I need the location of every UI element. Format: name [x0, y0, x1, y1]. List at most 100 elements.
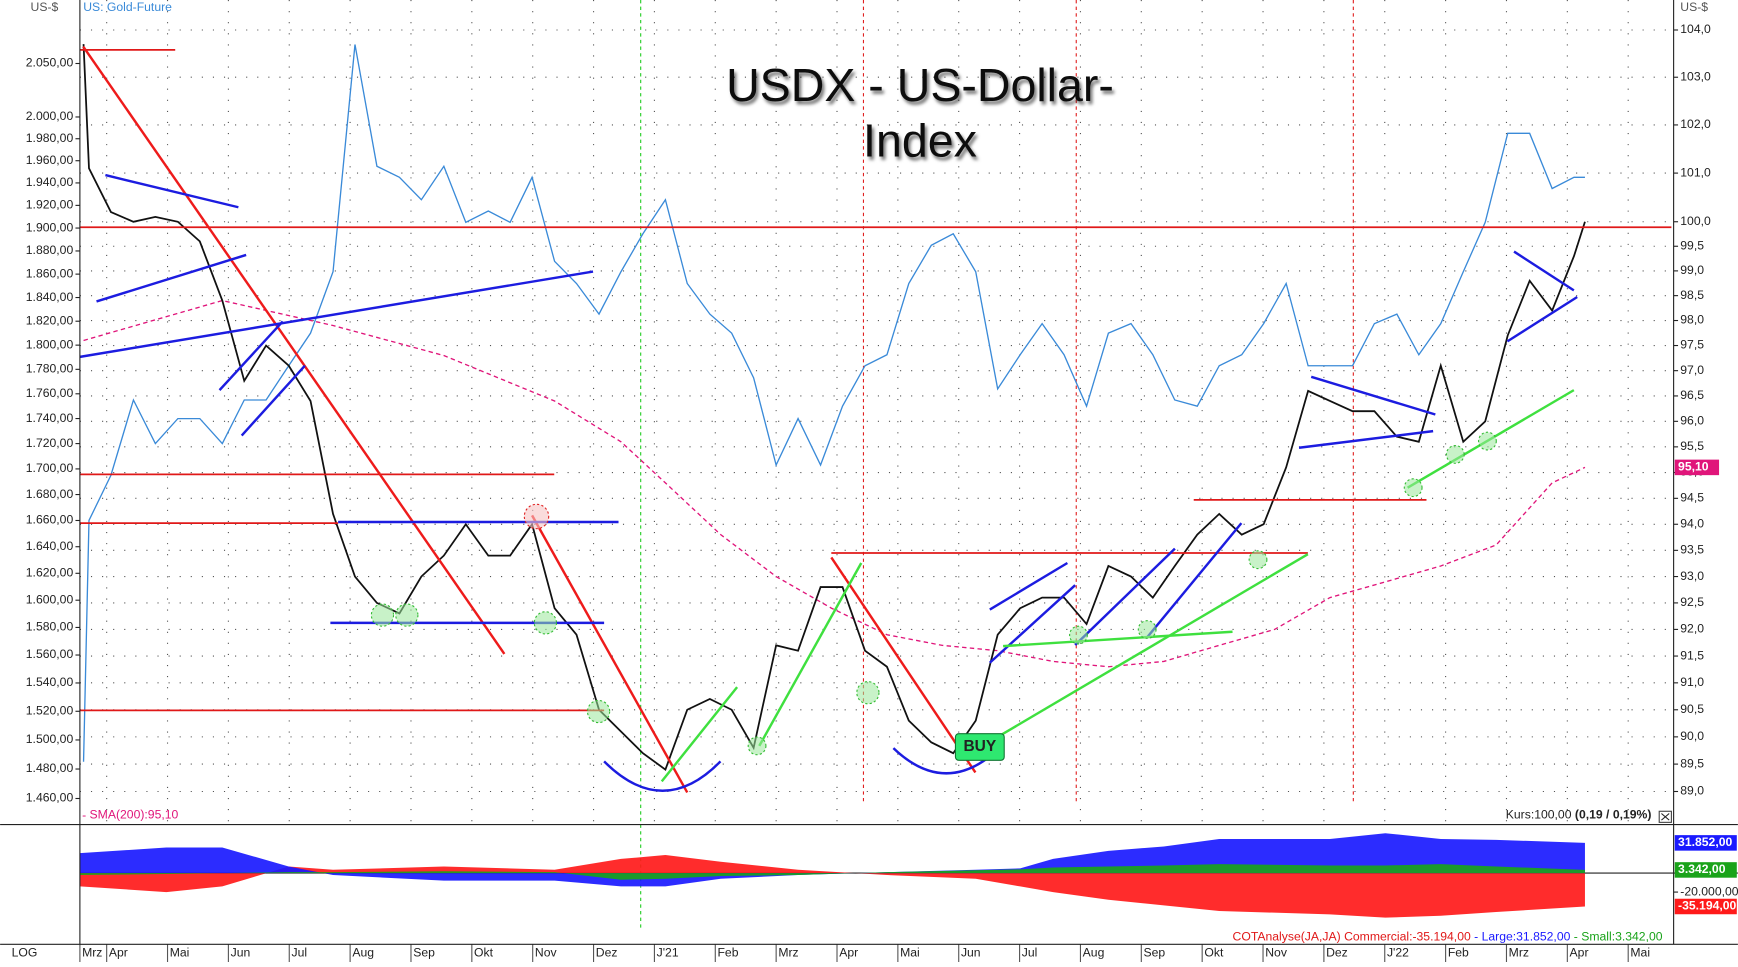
marker-circle: [370, 603, 395, 627]
y-tick-label: 1.460,00: [26, 791, 74, 805]
y-tick-label: 1.560,00: [26, 647, 74, 661]
y2-axis-label: US-$: [1680, 0, 1708, 14]
x-tick-label: Okt: [1204, 945, 1224, 959]
series-line: [82, 44, 1586, 772]
y-tick-label: 1.680,00: [26, 487, 74, 501]
last-value-box: [1674, 835, 1737, 851]
y-tick-label: 1.540,00: [26, 675, 74, 689]
y-tick-label: 2.050,00: [26, 56, 74, 70]
marker-circle: [586, 699, 611, 724]
y-tick-label: 1.800,00: [26, 337, 74, 351]
x-tick-label: Mai: [170, 945, 190, 959]
trend-line: [660, 686, 739, 783]
top-layer: 89,0 89,5 90,0 90,5 91,0 91,5 92,0 92,5 93,0 93,5…: [26, 22, 1738, 962]
y2-tick-label: 98,5: [1680, 288, 1704, 302]
y2-tick-label: 89,0: [1680, 784, 1704, 798]
marker-circle: [1069, 625, 1088, 645]
grid-layer: [79, 0, 1672, 823]
legend-entry: US: Gold-Future: [83, 0, 172, 14]
y-tick-label: 1.580,00: [26, 620, 74, 634]
marker-circle: [1248, 550, 1268, 570]
trend-line: [1298, 429, 1434, 449]
red-levels: [79, 48, 1672, 712]
y2-tick-label: 92,5: [1680, 595, 1704, 609]
x-tick-label: Dez: [1326, 945, 1348, 959]
trend-line: [82, 45, 506, 655]
trend-line: [1506, 295, 1578, 343]
x-tick-label: Nov: [1265, 945, 1288, 959]
x-tick-label: Okt: [474, 945, 494, 959]
x-tick-label: Aug: [1083, 945, 1105, 959]
x-tick-label: Mai: [900, 945, 920, 959]
cot-area: [79, 864, 1585, 880]
y-tick-label: 1.880,00: [26, 243, 74, 257]
last-value-label: 31.852,00: [1678, 835, 1732, 849]
trend-line: [240, 364, 306, 437]
cot-legend-text: Commercial:-35.194,00: [1344, 930, 1471, 944]
y2-tick-label: 92,0: [1680, 622, 1704, 636]
x-tick-label: Mrz: [82, 945, 102, 959]
y-tick-label: 1.940,00: [26, 175, 74, 189]
trend-line: [79, 270, 594, 359]
y-tick-label: 1.600,00: [26, 592, 74, 606]
marker-circle: [747, 736, 767, 756]
red-trendlines: [82, 45, 977, 794]
y-tick-label: 2.000,00: [26, 109, 74, 123]
legend-entry: - SMA(200):95,10: [82, 808, 178, 822]
marker-circle: [1478, 431, 1497, 451]
x-tick-label: Jul: [1022, 945, 1038, 959]
x-tick-label: Aug: [352, 945, 374, 959]
trend-line: [959, 553, 1309, 761]
y-tick-label: 1.840,00: [26, 290, 74, 304]
y2-tick-label: 95,5: [1680, 439, 1704, 453]
cot-legend-text: -: [1471, 930, 1482, 944]
y-tick-label: 1.720,00: [26, 436, 74, 450]
y-tick-label: 1.780,00: [26, 362, 74, 376]
y-tick-label: 1.920,00: [26, 198, 74, 212]
y-tick-label: 1.500,00: [26, 732, 74, 746]
x-tick-label: Jun: [961, 945, 981, 959]
y2-tick-label: -20.000,00: [1680, 884, 1738, 898]
marker-circle: [1445, 444, 1465, 464]
y2-tick-label: 89,5: [1680, 756, 1704, 770]
x-tick-label: Jun: [231, 945, 251, 959]
y2-tick-label: 104,0: [1680, 22, 1711, 36]
trend-line: [105, 173, 239, 209]
y2-tick-label: 100,0: [1680, 214, 1711, 228]
frames: [0, 0, 1738, 945]
marker-circle: [523, 503, 550, 530]
buy-box: [954, 733, 1005, 761]
y2-tick-label: 90,5: [1680, 702, 1704, 716]
trend-line: [988, 584, 1076, 664]
marker-circle: [533, 611, 558, 635]
cot-area: [79, 855, 1585, 918]
green-markers: [370, 431, 1497, 756]
y-tick-label: 1.980,00: [26, 131, 74, 145]
y2-tick-label: 93,5: [1680, 543, 1704, 557]
y-tick-label: 1.900,00: [26, 220, 74, 234]
x-tick-label: Dez: [596, 945, 618, 959]
y-tick-label: 1.860,00: [26, 266, 74, 280]
marker-circle: [856, 681, 880, 705]
x-tick-label: Feb: [1448, 945, 1469, 959]
y2-tick-label: 97,5: [1680, 338, 1704, 352]
series-layer: [79, 44, 1738, 918]
y2-tick-label: 96,0: [1680, 414, 1704, 428]
price-info: Kurs:100,00 (0,19 / 0,19%): [1506, 808, 1652, 822]
last-value-box: [1674, 898, 1737, 915]
y-tick-label: 1.820,00: [26, 313, 74, 327]
y2-tick-label: 90,0: [1680, 729, 1704, 743]
y-axis-label: US-$: [31, 0, 59, 14]
rounding-bottom: [603, 760, 722, 792]
y2-tick-label: 99,5: [1680, 238, 1704, 252]
price-change: (0,19 / 0,19%): [1575, 808, 1652, 822]
y-tick-label: 1.620,00: [26, 566, 74, 580]
last-value-label: 3.342,00: [1678, 862, 1726, 876]
cot-legend: COTAnalyse(JA,JA) Commercial:-35.194,00 …: [1233, 930, 1663, 944]
green-trendlines: [660, 389, 1575, 783]
trend-line: [531, 514, 689, 794]
y2-tick-label: 97,0: [1680, 363, 1704, 377]
